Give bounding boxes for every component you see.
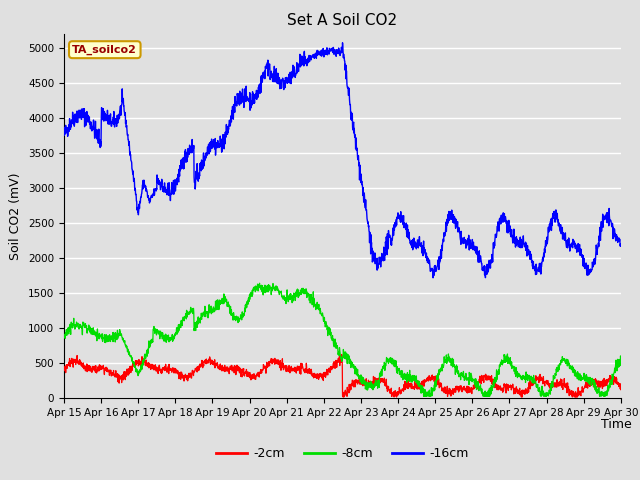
X-axis label: Time: Time: [601, 419, 632, 432]
Title: Set A Soil CO2: Set A Soil CO2: [287, 13, 397, 28]
Text: TA_soilco2: TA_soilco2: [72, 45, 137, 55]
Legend: -2cm, -8cm, -16cm: -2cm, -8cm, -16cm: [211, 442, 474, 465]
Y-axis label: Soil CO2 (mV): Soil CO2 (mV): [10, 172, 22, 260]
